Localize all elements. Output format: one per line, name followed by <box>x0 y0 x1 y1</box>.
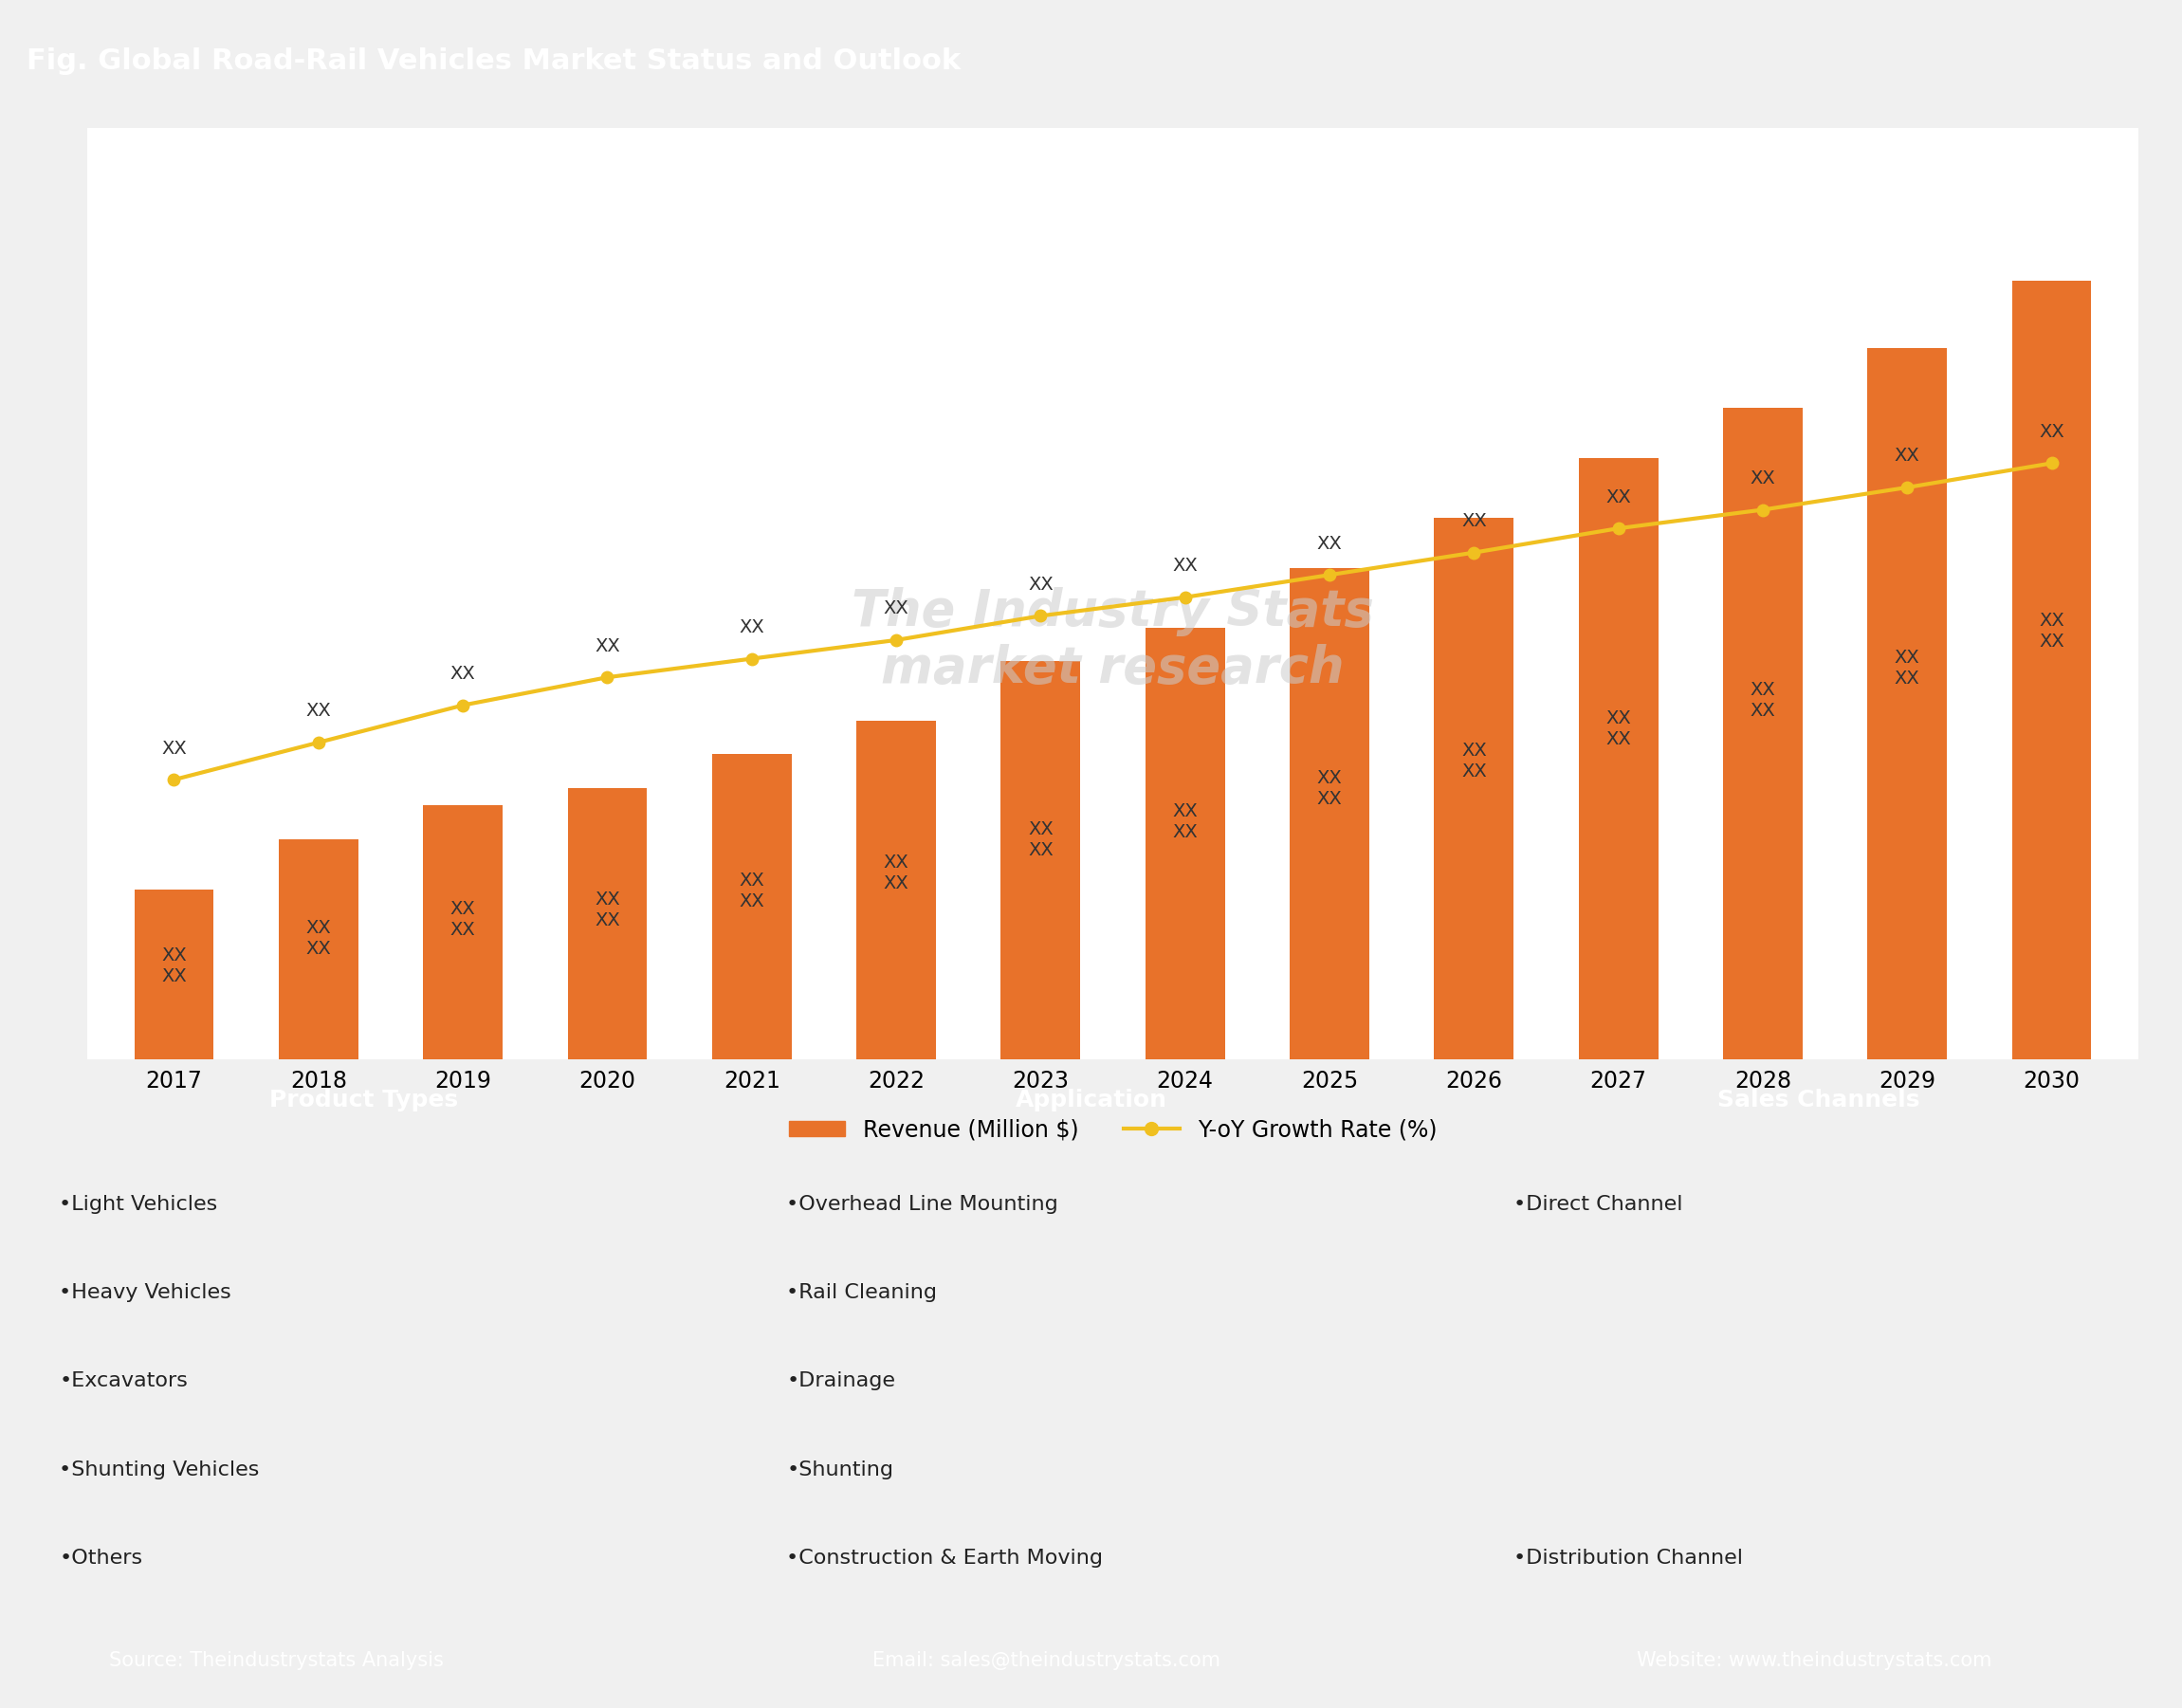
Bar <box>1002 661 1080 1059</box>
Text: •Shunting Vehicles: •Shunting Vehicles <box>59 1460 260 1479</box>
Text: Email: sales@theindustrystats.com: Email: sales@theindustrystats.com <box>873 1652 1220 1670</box>
Bar <box>1724 408 1802 1059</box>
Text: •Excavators: •Excavators <box>59 1372 188 1390</box>
Text: The Industry Stats
market research: The Industry Stats market research <box>851 588 1375 693</box>
Text: •Rail Cleaning: •Rail Cleaning <box>786 1283 936 1301</box>
Bar <box>279 839 358 1059</box>
Text: XX: XX <box>1894 447 1920 465</box>
Text: XX: XX <box>161 740 188 757</box>
Text: •Direct Channel: •Direct Channel <box>1514 1194 1682 1213</box>
Text: •Shunting: •Shunting <box>786 1460 892 1479</box>
Text: XX: XX <box>1462 512 1486 529</box>
Text: XX: XX <box>1316 535 1342 553</box>
Bar <box>1146 627 1224 1059</box>
Text: •Light Vehicles: •Light Vehicles <box>59 1194 218 1213</box>
Text: XX: XX <box>1172 557 1198 576</box>
Text: XX
XX: XX XX <box>1894 649 1920 687</box>
Text: Source: Theindustrystats Analysis: Source: Theindustrystats Analysis <box>109 1652 443 1670</box>
Text: XX
XX: XX XX <box>2038 611 2064 651</box>
Text: Fig. Global Road-Rail Vehicles Market Status and Outlook: Fig. Global Road-Rail Vehicles Market St… <box>26 48 960 75</box>
Text: Application: Application <box>1015 1088 1167 1112</box>
Text: XX: XX <box>449 664 476 683</box>
Text: XX
XX: XX XX <box>161 946 188 986</box>
Bar <box>567 787 648 1059</box>
Text: XX: XX <box>1028 576 1054 594</box>
Bar <box>135 890 214 1059</box>
Bar <box>1434 518 1514 1059</box>
Text: XX: XX <box>884 600 910 618</box>
Text: XX
XX: XX XX <box>1172 803 1198 840</box>
Text: Website: www.theindustrystats.com: Website: www.theindustrystats.com <box>1636 1652 1992 1670</box>
Text: XX
XX: XX XX <box>1462 741 1486 781</box>
Text: Product Types: Product Types <box>268 1088 458 1112</box>
Text: XX: XX <box>594 637 620 654</box>
Text: •Heavy Vehicles: •Heavy Vehicles <box>59 1283 231 1301</box>
Bar <box>423 804 502 1059</box>
Text: XX: XX <box>2038 424 2064 441</box>
Text: •Drainage: •Drainage <box>786 1372 895 1390</box>
Text: •Distribution Channel: •Distribution Channel <box>1514 1549 1743 1568</box>
Text: XX
XX: XX XX <box>1316 770 1342 808</box>
Bar <box>855 721 936 1059</box>
Text: XX: XX <box>1606 488 1632 506</box>
Text: XX
XX: XX XX <box>305 919 332 958</box>
Text: XX
XX: XX XX <box>1028 822 1054 859</box>
Text: XX
XX: XX XX <box>740 873 764 910</box>
Text: •Others: •Others <box>59 1549 142 1568</box>
Text: Sales Channels: Sales Channels <box>1717 1088 1920 1112</box>
Bar <box>1578 458 1658 1059</box>
Text: •Construction & Earth Moving: •Construction & Earth Moving <box>786 1549 1104 1568</box>
Bar <box>1868 348 1946 1059</box>
Text: XX
XX: XX XX <box>449 900 476 939</box>
Text: XX: XX <box>740 618 764 637</box>
Text: XX
XX: XX XX <box>1750 681 1776 721</box>
Legend: Revenue (Million $), Y-oY Growth Rate (%): Revenue (Million $), Y-oY Growth Rate (%… <box>779 1110 1447 1149</box>
Text: XX
XX: XX XX <box>1606 709 1632 748</box>
Bar <box>1290 569 1370 1059</box>
Bar <box>711 755 792 1059</box>
Text: XX
XX: XX XX <box>884 854 910 892</box>
Text: XX: XX <box>1750 470 1776 487</box>
Text: XX: XX <box>305 702 332 721</box>
Bar <box>2012 280 2090 1059</box>
Text: •Overhead Line Mounting: •Overhead Line Mounting <box>786 1194 1058 1213</box>
Text: XX
XX: XX XX <box>594 890 620 929</box>
